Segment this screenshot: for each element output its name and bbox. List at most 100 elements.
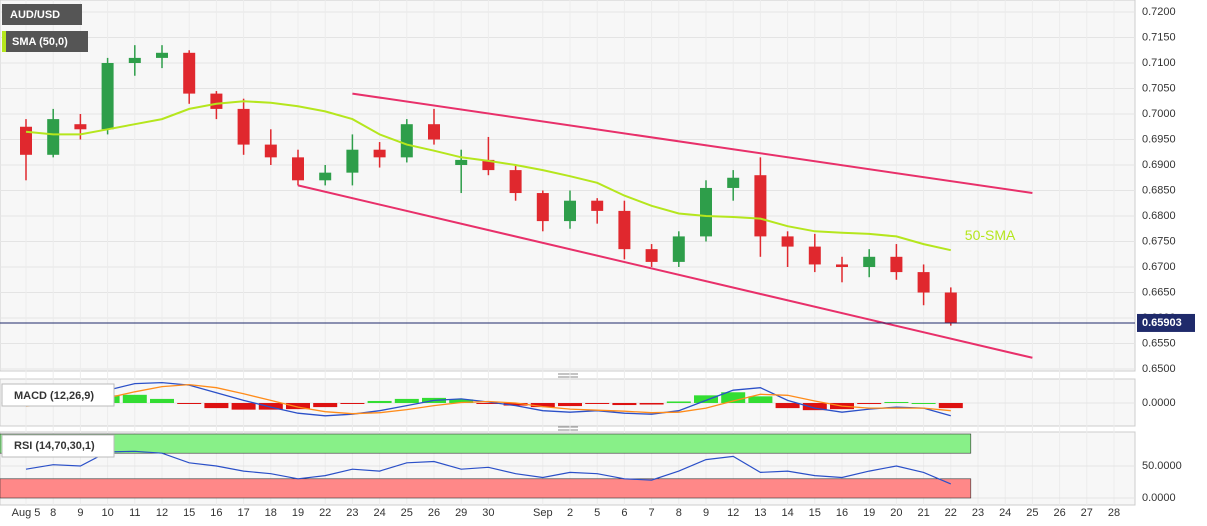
macd-histogram-bar — [122, 394, 147, 403]
macd-histogram-bar — [911, 403, 936, 404]
x-tick-label: 16 — [210, 507, 222, 519]
macd-histogram-bar — [530, 403, 555, 408]
price-panel — [0, 0, 1136, 372]
x-tick-label: 8 — [50, 507, 56, 519]
x-tick-label: 16 — [836, 507, 848, 519]
x-tick-label: 26 — [428, 507, 440, 519]
rsi-title-box — [1, 434, 115, 458]
candle-body — [156, 52, 168, 58]
x-tick-label: 23 — [972, 507, 984, 519]
candle-body — [74, 124, 87, 130]
x-tick-label: 11 — [129, 507, 140, 519]
x-tick-label: 26 — [1053, 507, 1065, 519]
candle-body — [700, 187, 712, 237]
candle-body — [645, 249, 658, 262]
y-tick-label: 0.7000 — [1142, 108, 1176, 120]
x-tick-label: 8 — [676, 507, 682, 519]
candle-body — [836, 264, 848, 267]
macd-histogram-bar — [503, 403, 528, 406]
candle-body — [455, 159, 468, 165]
candle-body — [47, 119, 60, 155]
channel-line — [297, 184, 1033, 359]
macd-histogram-bar — [367, 400, 392, 403]
overbought-band — [0, 433, 972, 454]
candle-body — [373, 149, 386, 158]
candle-body — [237, 108, 250, 145]
x-tick-label: 22 — [319, 507, 331, 519]
x-tick-label: 9 — [703, 507, 709, 519]
y-tick-label: 0.6800 — [1142, 210, 1176, 222]
macd-histogram-bar — [286, 403, 310, 410]
x-tick-label: 15 — [809, 507, 821, 519]
y-tick-label: 0.6950 — [1142, 133, 1176, 145]
macd-histogram-bar — [639, 403, 664, 405]
macd-histogram-bar — [313, 403, 338, 408]
candle-body — [509, 170, 522, 194]
x-tick-label: 9 — [77, 507, 83, 519]
candle-body — [346, 149, 359, 173]
candle-body — [618, 210, 631, 250]
y-tick-label: 50.0000 — [1142, 460, 1182, 472]
candle-body — [20, 126, 32, 155]
x-tick-label: 17 — [237, 507, 249, 519]
candle-body — [210, 93, 223, 109]
channel-line — [352, 92, 1033, 195]
x-tick-label: 13 — [754, 507, 766, 519]
x-tick-label: Aug 5 — [12, 507, 41, 519]
macd-histogram-bar — [694, 395, 718, 403]
macd-histogram-bar — [177, 403, 202, 404]
sma-annotation: 50-SMA — [965, 227, 1016, 243]
y-tick-label: 0.6750 — [1142, 235, 1176, 247]
candle-body — [672, 236, 685, 262]
candle-body — [101, 63, 114, 130]
candle-body — [944, 292, 957, 324]
x-tick-label: 10 — [101, 507, 113, 519]
panel-handle[interactable] — [558, 373, 578, 378]
x-tick-label: 5 — [594, 507, 600, 519]
y-tick-label: 0.6700 — [1142, 261, 1176, 273]
macd-histogram-bar — [857, 403, 882, 405]
x-tick-label: 25 — [401, 507, 413, 519]
candle-body — [754, 175, 767, 237]
panel-handle[interactable] — [558, 426, 578, 431]
y-tick-label: 0.7150 — [1142, 31, 1176, 43]
last-price-box — [1137, 313, 1195, 332]
x-tick-label: 12 — [156, 507, 168, 519]
macd-histogram-bar — [938, 403, 963, 409]
macd-histogram-bar — [585, 403, 610, 404]
macd-title: MACD (12,26,9) — [14, 390, 94, 402]
macd-histogram-bar — [449, 399, 474, 403]
macd-histogram-bar — [340, 403, 365, 404]
candle-body — [400, 124, 413, 158]
x-tick-label: 15 — [183, 507, 195, 519]
y-tick-label: 0.6900 — [1142, 159, 1176, 171]
candle-body — [428, 124, 440, 140]
symbol: AUD/USD — [10, 9, 60, 21]
candle-body — [781, 236, 794, 247]
macd-histogram-bar — [802, 403, 827, 411]
y-tick-label: 0.6650 — [1142, 286, 1176, 298]
x-tick-label: 22 — [945, 507, 957, 519]
candle-body — [917, 272, 930, 293]
candle-body — [264, 144, 277, 158]
macd-histogram-bar — [204, 403, 229, 409]
candle-body — [319, 172, 332, 181]
candle-body — [536, 193, 549, 222]
macd-histogram-bar — [721, 392, 746, 403]
y-tick-label: 0.6850 — [1142, 184, 1176, 196]
candle-body — [890, 256, 903, 273]
x-tick-label: 19 — [292, 507, 304, 519]
y-tick-label: 0.7100 — [1142, 57, 1176, 69]
x-tick-label: 24 — [373, 507, 385, 519]
y-tick-label: 0.0000 — [1142, 397, 1176, 409]
grid — [0, 0, 1135, 505]
x-tick-label: 20 — [890, 507, 902, 519]
macd-histogram-bar — [150, 398, 174, 403]
x-tick-label: 18 — [265, 507, 277, 519]
macd-histogram-bar — [612, 403, 637, 406]
sma-label-box — [2, 31, 88, 52]
macd-histogram-bar — [884, 401, 909, 403]
x-tick-label: 27 — [1081, 507, 1093, 519]
oversold-band — [0, 478, 972, 499]
macd-histogram-bar — [775, 403, 800, 409]
